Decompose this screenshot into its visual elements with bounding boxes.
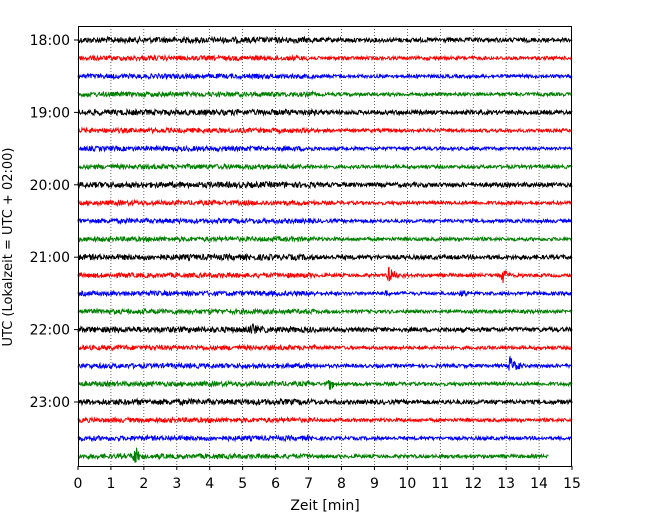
x-tick-label: 1 [106,476,115,492]
seismic-trace [77,162,573,171]
y-tick-label: 18:00 [30,33,70,49]
x-tick-label: 0 [74,476,83,492]
x-tick-label: 9 [370,476,379,492]
seismic-trace [77,343,573,352]
seismic-trace [77,144,573,153]
plot-frame [78,26,572,467]
seismic-trace [77,126,573,135]
x-tick-label: 2 [139,476,148,492]
seismic-trace [77,447,549,463]
x-tick-label: 8 [337,476,346,492]
x-tick-label: 14 [530,476,548,492]
x-tick-label: 3 [172,476,181,492]
y-tick-label: 22:00 [30,323,70,339]
seismic-trace [77,107,573,117]
seismic-trace [77,252,573,262]
x-tick-label: 5 [238,476,247,492]
seismic-trace [77,216,573,226]
y-axis-ticks: 18:00 19:00 20:00 21:00 22:00 23:00 [30,33,78,411]
y-tick-label: 19:00 [30,105,70,121]
x-tick-label: 6 [271,476,280,492]
x-tick-label: 13 [497,476,515,492]
seismic-trace [77,180,573,190]
x-tick-label: 11 [431,476,449,492]
seismic-trace [77,356,573,371]
x-axis-ticks: 0 1 2 3 4 5 6 7 8 9 10 11 12 13 14 15 [74,466,581,492]
seismic-trace [77,234,573,244]
seismic-trace [77,415,573,425]
x-tick-label: 7 [304,476,313,492]
x-tick-label: 12 [464,476,482,492]
seismic-trace [77,53,573,63]
seismic-trace [77,289,573,298]
seismic-trace [77,72,573,81]
x-tick-label: 10 [398,476,416,492]
seismic-trace [77,322,573,335]
seismic-trace [77,35,573,45]
seismic-trace [77,266,573,284]
y-tick-label: 21:00 [30,250,70,266]
vertical-grid [110,26,540,466]
seismic-trace [77,379,573,390]
seismic-trace [77,89,573,99]
seismic-trace [77,307,573,316]
x-tick-label: 15 [563,476,581,492]
y-axis-label: UTC (Lokalzeit = UTC + 02:00) [1,148,16,347]
seismic-trace [77,397,573,407]
seismic-trace [77,433,573,443]
traces-group [77,35,573,463]
x-axis-label: Zeit [min] [290,498,359,514]
y-tick-label: 23:00 [30,395,70,411]
y-tick-label: 20:00 [30,178,70,194]
x-tick-label: 4 [205,476,214,492]
seismic-trace [77,198,573,208]
